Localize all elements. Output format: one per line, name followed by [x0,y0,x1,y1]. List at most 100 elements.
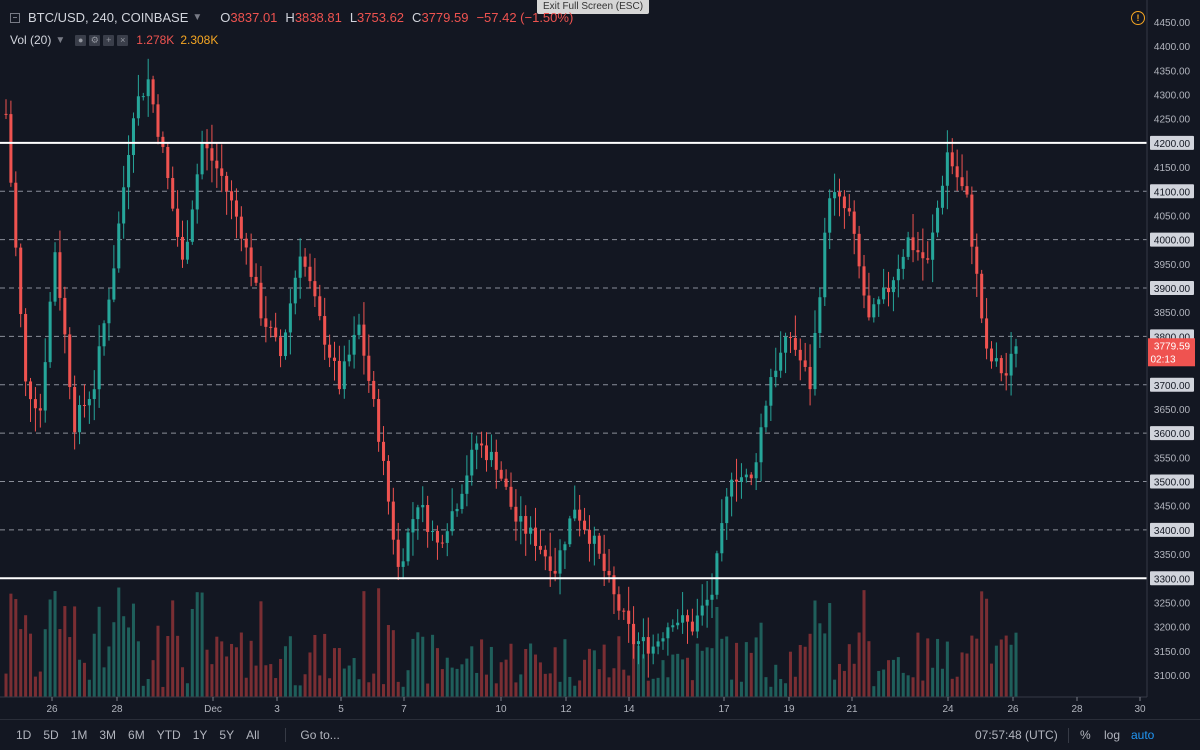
high-value: 3838.81 [294,10,342,25]
range-5y[interactable]: 5Y [219,728,235,742]
volume-bar [940,668,944,697]
symbol-title[interactable]: BTC/USD, 240, COINBASE [28,10,189,25]
time-tick-label: 28 [1071,704,1083,715]
volume-bar [293,685,297,697]
candle-body [715,553,719,595]
volume-bar [274,678,278,697]
volume-bar [107,646,111,697]
horizontal-levels[interactable] [0,141,1147,580]
add-icon[interactable]: + [103,34,115,46]
candle-body [416,507,420,520]
candle-body [244,238,248,248]
range-1y[interactable]: 1Y [192,728,208,742]
candle-body [597,535,601,554]
volume-bar [612,668,616,697]
range-ytd[interactable]: YTD [156,728,181,742]
volume-bar [411,638,415,697]
candle-body [823,232,827,298]
candle-body [676,622,680,626]
chevron-down-icon[interactable]: ▼ [192,12,203,23]
time-tick-label: 30 [1134,704,1146,715]
volume-bar [960,652,964,697]
range-all[interactable]: All [246,728,260,742]
candle-body [293,277,297,304]
candle-body [480,443,484,446]
volume-bar [970,635,974,697]
volume-bar [632,642,636,697]
range-3m[interactable]: 3M [99,728,117,742]
candle-body [887,287,891,293]
candle-body [362,324,366,356]
volume-bar [431,634,435,697]
log-scale-toggle[interactable]: log [1104,728,1121,742]
range-1d[interactable]: 1D [16,728,32,742]
price-tick-label: 3100.00 [1154,671,1191,682]
candle-body [342,361,346,390]
time-axis[interactable]: 26 28 Dec 3 5 7 10 12 14 17 19 21 24 26 28 30 [0,696,1147,715]
volume-bar [1004,635,1008,697]
volume-bar [87,679,91,697]
volume-bar [68,637,72,697]
price-tick-label: 4350.00 [1154,66,1191,77]
price-label-box [1150,571,1194,586]
candle-body [382,441,386,461]
candle-body [440,542,444,544]
candle-body [205,142,209,149]
collapse-icon[interactable] [10,12,20,23]
volume-indicator-label[interactable]: Vol (20) [10,33,52,47]
price-tick-label: 3150.00 [1154,647,1191,658]
volume-bar [92,633,96,697]
close-icon[interactable]: × [117,34,129,46]
range-6m[interactable]: 6M [128,728,145,742]
volume-bar [921,680,925,697]
time-tick-label: 10 [495,704,507,715]
volume-bar [1014,632,1018,697]
utc-clock[interactable]: 07:57:48 (UTC) [975,728,1058,742]
price-tick-label: 3300.00 [1154,574,1191,585]
volume-bar [9,593,13,697]
candle-body [43,362,47,411]
candle-body [798,349,802,361]
volume-bar [661,660,665,697]
chevron-down-icon[interactable]: ▼ [55,34,66,46]
volume-bar [548,673,552,697]
candle-body [989,348,994,362]
auto-scale-toggle[interactable]: auto [1131,728,1155,742]
percent-scale-toggle[interactable]: % [1080,728,1091,742]
candle-body [185,241,189,260]
candle-body [136,96,140,119]
range-1m[interactable]: 1M [70,728,88,742]
volume-bar [279,658,283,697]
warning-icon[interactable]: ! [1131,11,1145,25]
settings-icon[interactable]: ⚙ [89,34,101,46]
volume-bar [455,668,459,697]
volume-bar [421,636,425,697]
price-label-box [1150,281,1194,296]
range-5d[interactable]: 5D [43,728,59,742]
volume-bar [818,623,822,697]
open-value: 3837.01 [230,10,278,25]
volume-bar [58,629,62,697]
last-price-badge [1148,338,1195,367]
price-chart[interactable]: 4450.00 4400.00 4350.00 4300.00 4250.00 4200.… [0,0,1200,719]
volume-bar [813,600,817,697]
volume-bar [337,648,341,697]
eye-icon[interactable]: ● [75,34,87,46]
volume-bar [73,606,77,697]
candle-body [945,152,949,186]
candle-body [788,336,792,338]
volume-bar [896,657,900,697]
candle-body [406,532,410,562]
candle-body [936,207,940,233]
volume-bar [146,678,150,697]
candle-body [891,280,895,293]
candle-body [421,505,425,508]
volume-bar [955,676,959,697]
goto-button[interactable]: Go to... [285,728,340,742]
price-label-box [1150,474,1194,489]
volume-bar [210,664,214,697]
price-axis[interactable]: 4450.00 4400.00 4350.00 4300.00 4250.00 4200.… [1146,0,1195,697]
exit-fullscreen-button[interactable]: Exit Full Screen (ESC) [537,0,650,14]
candle-body [666,627,670,639]
price-tick-label: 4250.00 [1154,115,1191,126]
